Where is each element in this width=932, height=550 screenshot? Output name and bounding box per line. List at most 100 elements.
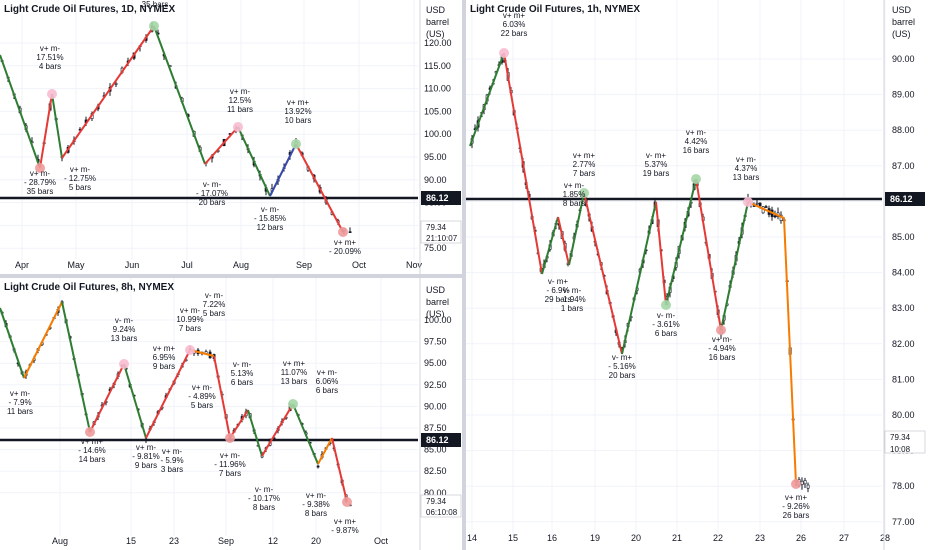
- time-tick-label: 20: [631, 533, 641, 543]
- pivot-annotation: 6 bars: [316, 386, 338, 395]
- zigzag-segment: [204, 126, 239, 165]
- pivot-annotation: 3 bars: [161, 465, 183, 474]
- pivot-annotation: v- m+: [548, 277, 569, 286]
- chart-panel-1d[interactable]: 120.00 115.00 110.00 105.00 100.00 95.00 90.00…: [0, 0, 462, 274]
- price-tick-label: 97.50: [424, 337, 447, 347]
- pivot-annotation: - 9.81%: [132, 452, 160, 461]
- pivot-annotation: v+ m+: [287, 98, 310, 107]
- pivot-annotation: v+ m-: [180, 306, 201, 315]
- time-tick-label: Oct: [352, 260, 367, 270]
- zigzag-segment: [51, 93, 63, 159]
- pivot-annotation: 8 bars: [305, 509, 327, 518]
- bar-countdown: 21:10:07: [426, 234, 458, 243]
- time-tick-label: Jun: [125, 260, 140, 270]
- zigzag-segment: [61, 301, 91, 433]
- pivot-annotation: 7.22%: [203, 300, 226, 309]
- price-tick-label: 87.50: [424, 423, 447, 433]
- zigzag-segment: [153, 25, 206, 165]
- pivot-annotation: 6 bars: [231, 378, 253, 387]
- pivot-marker: [661, 300, 671, 310]
- pivot-annotation: 12 bars: [257, 223, 284, 232]
- zigzag-segment: [469, 52, 505, 147]
- level-tag: 86.12: [890, 194, 913, 204]
- pivot-annotation: 12.5%: [229, 96, 252, 105]
- pivot-marker: [185, 345, 195, 355]
- chart-canvas-1h[interactable]: 90.0089.0088.0087.0086.0085.0084.0083.00…: [466, 0, 932, 550]
- pivot-annotation: 6 bars: [655, 329, 677, 338]
- time-tick-label: 21: [672, 533, 682, 543]
- zigzag-segment: [229, 409, 249, 439]
- pivot-annotation: 26 bars: [783, 511, 810, 520]
- time-tick-label: 19: [590, 533, 600, 543]
- pivot-annotation: - 20.09%: [329, 247, 361, 256]
- price-tick-label: 85.00: [424, 445, 447, 455]
- candle-body: [800, 480, 804, 485]
- chart-title-1h: Light Crude Oil Futures, 1h, NYMEX: [470, 4, 641, 15]
- pivot-annotation: 14 bars: [79, 455, 106, 464]
- pivot-annotation: v+ m-: [686, 128, 707, 137]
- pivot-annotation: 11 bars: [7, 407, 33, 416]
- pivot-annotation: - 4.94%: [708, 344, 736, 353]
- zigzag-segment: [123, 363, 147, 439]
- zigzag-segment: [583, 192, 623, 355]
- pivot-marker: [291, 139, 301, 149]
- pivot-annotation: 5.37%: [645, 160, 668, 169]
- pivot-annotation: v+ m-: [317, 368, 338, 377]
- pivot-annotation: 20 bars: [609, 371, 636, 380]
- price-tick-label: 81.00: [892, 374, 915, 384]
- level-tag-bg: [421, 191, 461, 205]
- last-price-tag: 79.34: [890, 433, 911, 442]
- price-tick-label: 105.00: [424, 106, 452, 116]
- pivot-annotation: v+ m-: [192, 383, 213, 392]
- chart-canvas-8h[interactable]: 100.00 97.50 95.00 92.50 90.00 87.50 85.00 82.5…: [0, 278, 462, 550]
- chart-panel-8h[interactable]: 100.00 97.50 95.00 92.50 90.00 87.50 85.00 82.5…: [0, 278, 462, 550]
- pivot-annotation: - 28.79%: [24, 178, 56, 187]
- candle-body: [773, 215, 777, 218]
- chart-canvas-1d[interactable]: 120.00 115.00 110.00 105.00 100.00 95.00 90.00…: [0, 0, 462, 274]
- pivot-annotation: v- m-: [233, 360, 252, 369]
- price-tick-label: 95.00: [424, 358, 447, 368]
- bar-countdown: 10:08: [890, 445, 911, 454]
- price-tick-label: 80.00: [424, 488, 447, 498]
- pivot-annotation: - 11.96%: [214, 460, 245, 469]
- time-tick-label: 26: [796, 533, 806, 543]
- pivot-annotation: 9 bars: [153, 362, 175, 371]
- zigzag-segment: [783, 217, 797, 485]
- pivot-annotation: v+ m+: [334, 517, 357, 526]
- unit-measure-1h: barrel (US): [892, 17, 916, 39]
- time-tick-label: 27: [839, 533, 849, 543]
- zigzag-segment: [317, 437, 333, 465]
- pivot-marker: [119, 359, 129, 369]
- price-tick-label: 115.00: [424, 61, 451, 71]
- pivot-marker: [743, 197, 753, 207]
- pivot-annotation: - 5.16%: [608, 362, 636, 371]
- pivot-annotation: - 10.17%: [248, 494, 280, 503]
- price-tag-bg: [884, 430, 926, 454]
- pivot-marker: [225, 433, 235, 443]
- time-tick-label: 15: [126, 536, 136, 546]
- unit-currency-1h: USD: [892, 5, 912, 15]
- zigzag-segment: [145, 349, 191, 439]
- pivot-annotation: 8 bars: [563, 199, 585, 208]
- pivot-marker: [233, 122, 243, 132]
- time-tick-label: 23: [169, 536, 179, 546]
- chart-panel-1h[interactable]: 90.0089.0088.0087.0086.0085.0084.0083.00…: [466, 0, 932, 550]
- chart-title-1d: Light Crude Oil Futures, 1D, NYMEX: [4, 4, 176, 15]
- pivot-annotation: - 1.94%: [558, 295, 586, 304]
- time-tick-label: Sep: [218, 536, 234, 546]
- pivot-annotation: v+ m-: [10, 389, 31, 398]
- price-tick-label: 80.00: [892, 410, 915, 420]
- pivot-annotation: v- m+: [612, 353, 633, 362]
- candle-body: [758, 202, 762, 207]
- pivot-marker: [47, 89, 57, 99]
- pivot-annotation: 17.51%: [36, 53, 63, 62]
- pivot-annotation: v+ m-: [736, 155, 757, 164]
- price-tick-label: 120.00: [424, 38, 452, 48]
- time-tick-label: 23: [755, 533, 765, 543]
- pivot-annotation: 10 bars: [285, 116, 312, 125]
- pivot-marker: [342, 497, 352, 507]
- pivot-annotation: 35 bars: [142, 0, 169, 9]
- pivot-annotation: - 17.07%: [196, 189, 228, 198]
- pivot-annotation: 7 bars: [573, 169, 595, 178]
- pivot-annotation: v+ m-: [70, 165, 91, 174]
